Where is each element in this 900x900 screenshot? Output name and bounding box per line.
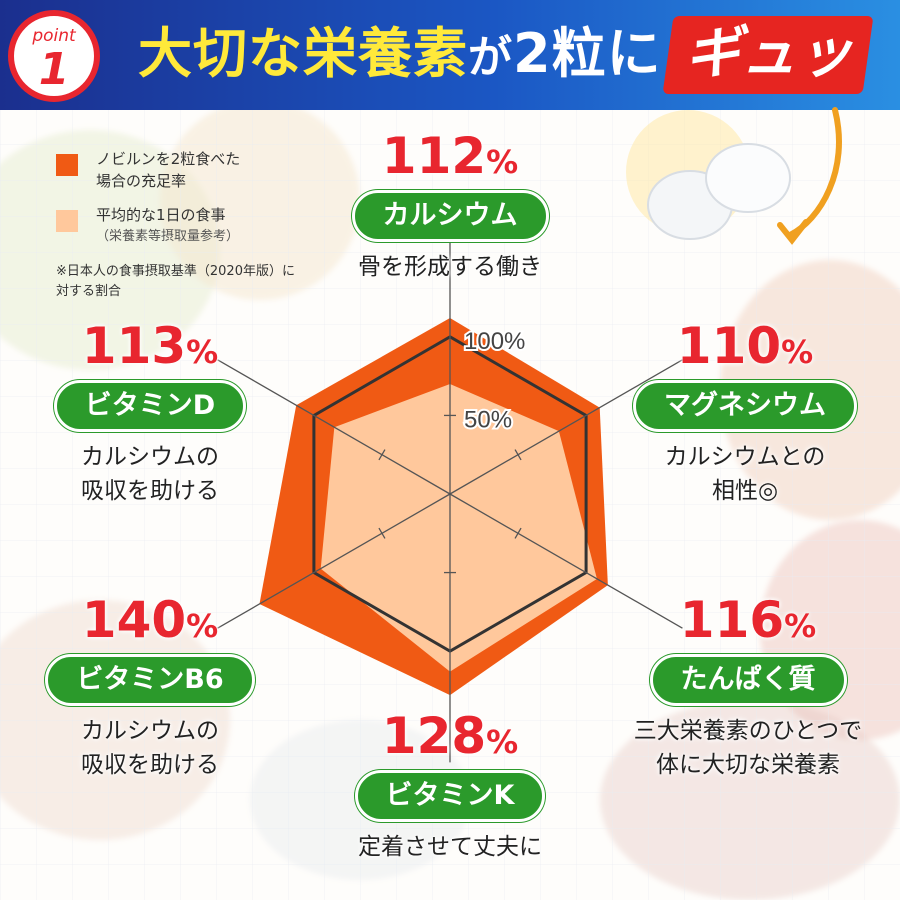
title-part3: が [468, 32, 513, 83]
nutrient-pill: たんぱく質 [649, 654, 847, 706]
legend-item-average: 平均的な1日の食事 （栄養素等摂取量参考） [56, 204, 376, 250]
tick-50-1 [514, 449, 522, 461]
legend: ノビルンを2粒食べた 場合の充足率 平均的な1日の食事 （栄養素等摂取量参考） [56, 148, 376, 260]
axis-line-1 [449, 359, 683, 495]
nutrient-pill: マグネシウム [633, 380, 857, 432]
tick-50-4 [378, 527, 386, 539]
axis-line-4 [217, 493, 451, 629]
nutrient-pill: ビタミンD [53, 380, 247, 432]
nutrient-desc: 骨を形成する働き [358, 254, 542, 280]
title-part1: 大切な [138, 22, 303, 85]
axis-line-2 [449, 493, 683, 629]
nutrient-magnesium: 110% マグネシウム カルシウムとの 相性◎ [610, 318, 880, 508]
legend-label-product: ノビルンを2粒食べた [96, 150, 241, 168]
nutrient-desc-2: 吸収を助ける [81, 478, 219, 504]
nutrient-vitamin-d: 113% ビタミンD カルシウムの 吸収を助ける [15, 318, 285, 508]
tick-label: 100% [464, 328, 525, 355]
nutrient-desc: カルシウムとの [664, 444, 826, 470]
pct-sign: % [784, 607, 817, 645]
title-part2: 栄養素 [303, 22, 468, 85]
nutrient-pill: ビタミンB6 [45, 654, 255, 706]
pct-sign: % [486, 143, 519, 181]
nutrient-desc-2: 相性◎ [711, 478, 779, 504]
nutrient-desc: カルシウムの [81, 718, 219, 744]
legend-label-average-2: （栄養素等摂取量参考） [96, 229, 240, 244]
pct-value: 116 [679, 591, 785, 649]
point-badge: point 1 [8, 10, 100, 102]
tablets-illustration [626, 107, 842, 245]
nutrient-vitamin-b6: 140% ビタミンB6 カルシウムの 吸収を助ける [15, 592, 285, 782]
legend-swatch-average [56, 210, 78, 232]
nutrient-pill: ビタミンK [354, 770, 546, 822]
tick-label: 50% [464, 406, 512, 433]
pct-value: 128 [381, 707, 487, 765]
nutrient-desc: 定着させて丈夫に [358, 834, 542, 860]
nutrient-desc: 三大栄養素のひとつで [633, 718, 863, 744]
pct-sign: % [781, 333, 814, 371]
point-number: 1 [38, 44, 70, 95]
tick-50-2 [514, 527, 522, 539]
point-word: point [32, 26, 76, 46]
pct-value: 112 [381, 127, 487, 185]
nutrient-desc-2: 体に大切な栄養素 [656, 752, 840, 778]
nutrient-vitamin-k: 128% ビタミンK 定着させて丈夫に [300, 708, 600, 864]
pct-sign: % [186, 333, 219, 371]
pct-value: 140 [81, 591, 187, 649]
header-banner: point 1 大切な栄養素が2粒に ギュッ [0, 0, 900, 110]
title-part4: 2 [513, 22, 552, 85]
legend-item-product: ノビルンを2粒食べた 場合の充足率 [56, 148, 376, 194]
legend-swatch-product [56, 154, 78, 176]
legend-label-average: 平均的な1日の食事 [96, 206, 226, 224]
pct-value: 113 [81, 317, 187, 375]
tick-50-5 [378, 449, 386, 461]
nutrient-protein: 116% たんぱく質 三大栄養素のひとつで 体に大切な栄養素 [608, 592, 888, 782]
nutrient-pill: カルシウム [351, 190, 549, 242]
axis-line-5 [217, 359, 451, 495]
nutrient-desc: カルシウムの [81, 444, 219, 470]
legend-label-product-2: 場合の充足率 [96, 172, 187, 190]
page-title: 大切な栄養素が2粒に [138, 22, 662, 90]
legend-note-line1: ※日本人の食事摂取基準（2020年版）に [56, 264, 295, 279]
burst-text: ギュッ [685, 21, 853, 86]
nutrient-desc-2: 吸収を助ける [81, 752, 219, 778]
legend-note-line2: 対する割合 [56, 284, 122, 299]
title-part5: 粒に [551, 22, 662, 85]
nutrient-calcium: 112% カルシウム 骨を形成する働き [300, 128, 600, 284]
pct-sign: % [186, 607, 219, 645]
pct-value: 110 [676, 317, 782, 375]
series-average-area [320, 384, 597, 672]
legend-note: ※日本人の食事摂取基準（2020年版）に 対する割合 [56, 262, 336, 302]
pct-sign: % [486, 723, 519, 761]
